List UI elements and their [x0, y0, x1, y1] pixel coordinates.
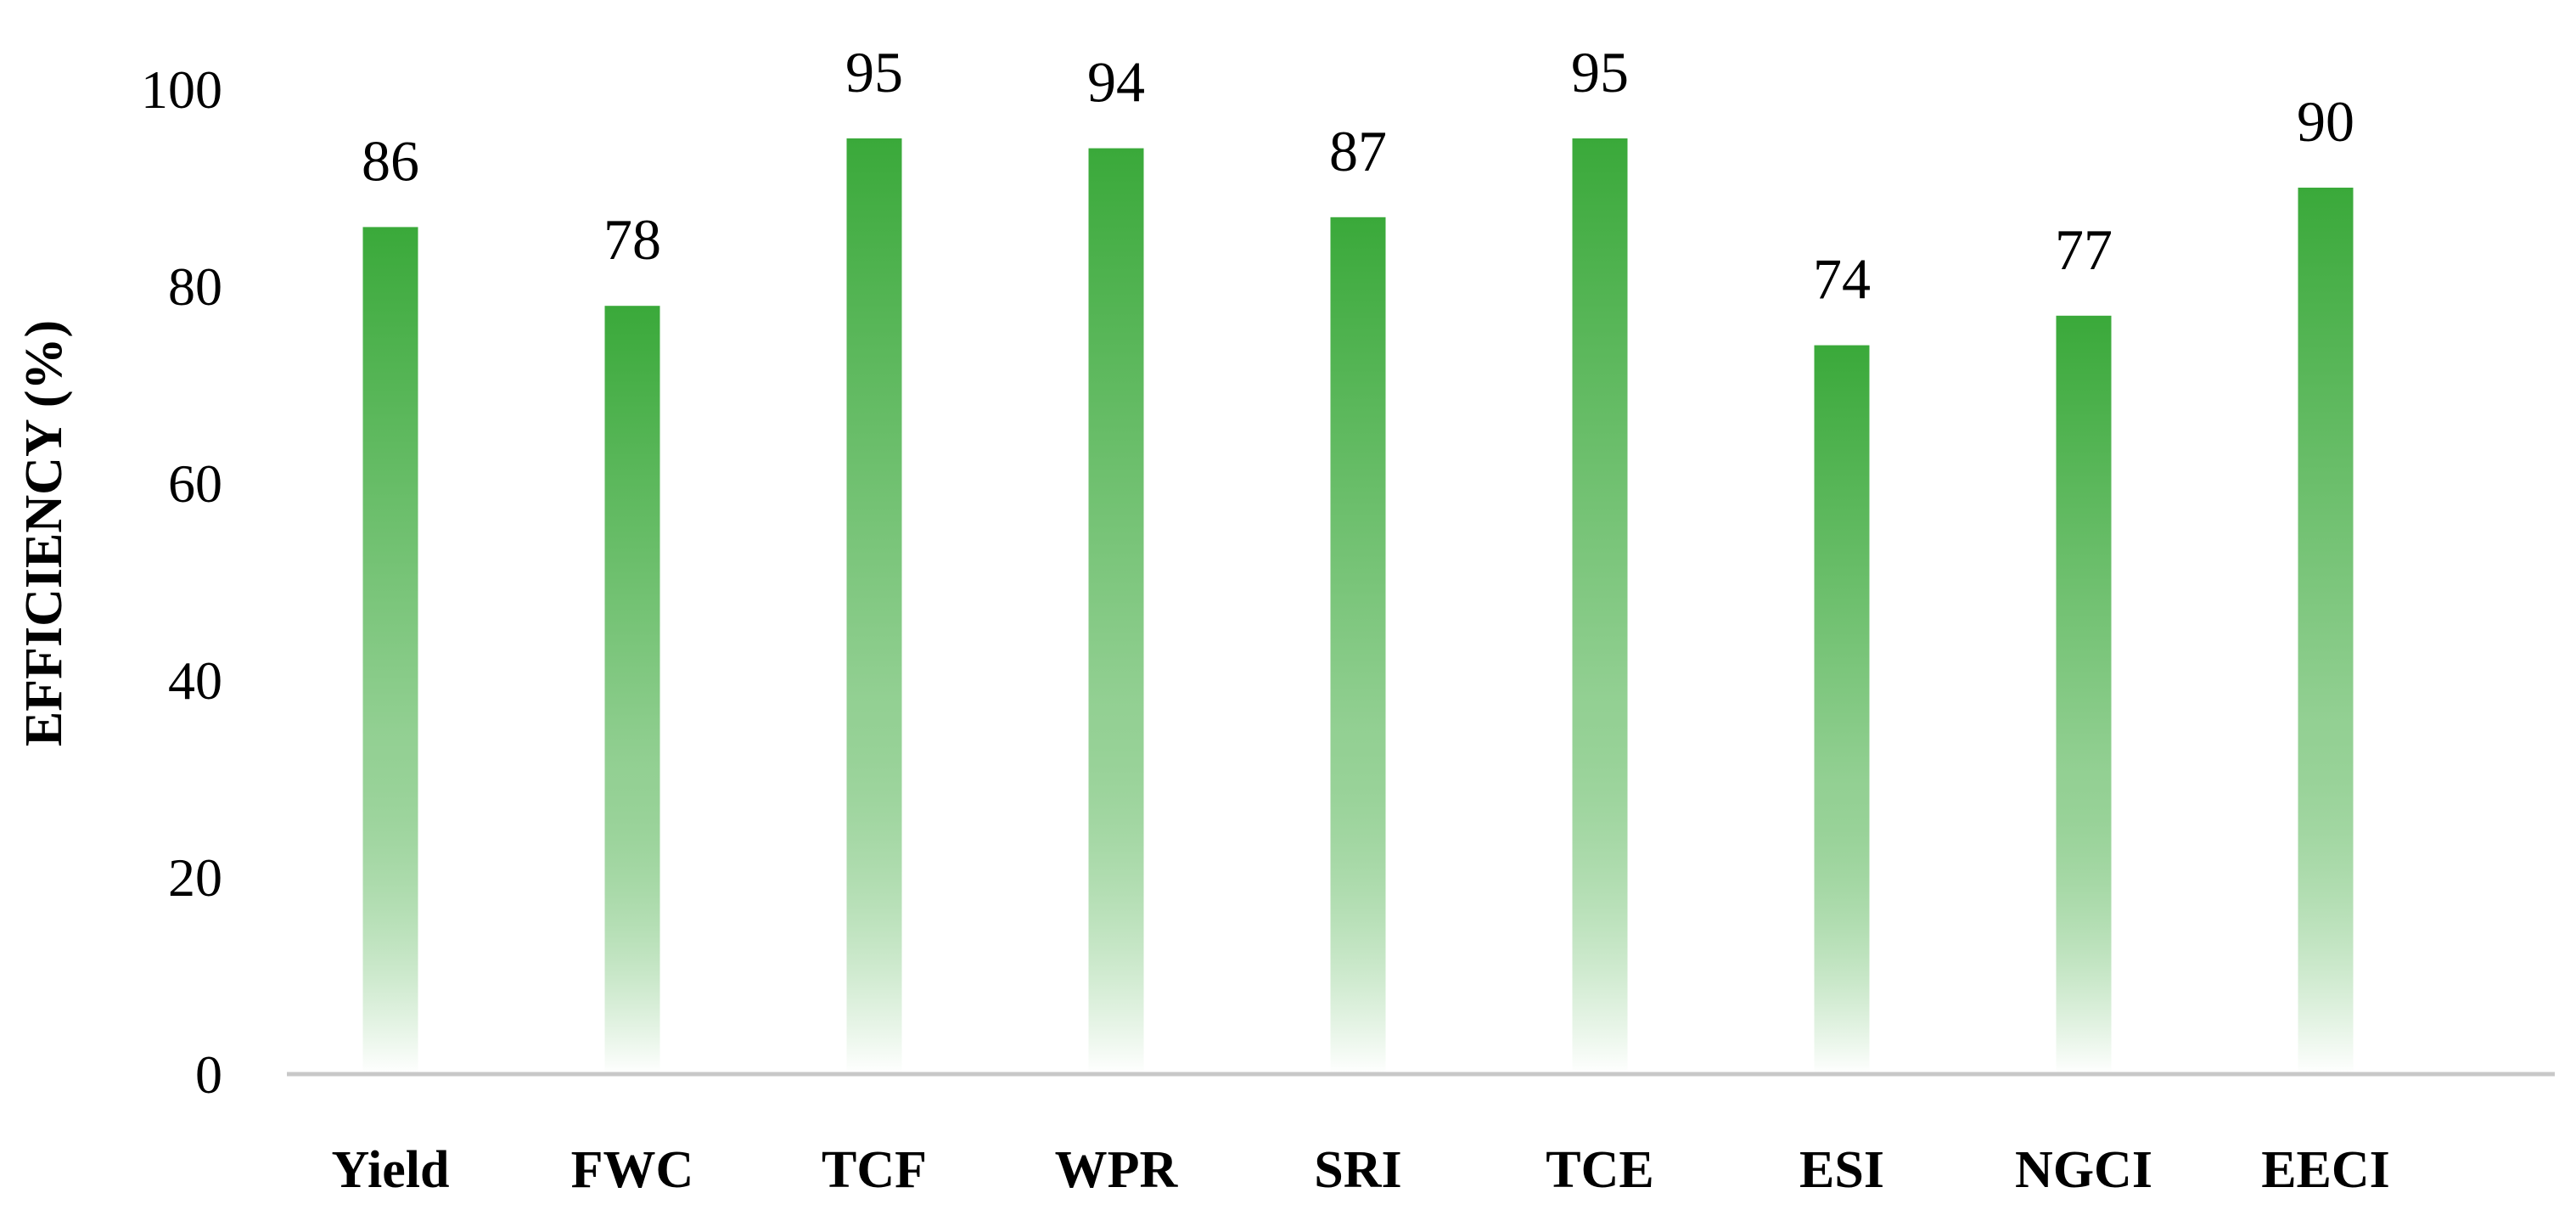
data-label-eeci: 90 [2297, 89, 2354, 154]
bar-eeci [2298, 188, 2354, 1074]
category-labels-group: Yield FWC TCF WPR SRI TCE ESI NGCI EECI [332, 1141, 2390, 1199]
bars-group [362, 138, 2354, 1075]
y-tick-label: 60 [168, 453, 222, 514]
category-label-tce: TCE [1546, 1141, 1653, 1199]
bar-sri [1330, 217, 1386, 1075]
y-axis-title: EFFICIENCY (%) [15, 320, 73, 746]
y-tick-label: 100 [141, 59, 222, 120]
data-label-esi: 74 [1813, 247, 1871, 312]
y-tick-label: 0 [195, 1044, 222, 1105]
data-label-tce: 95 [1571, 40, 1629, 104]
data-labels-group: 86 78 95 94 87 95 74 77 90 [362, 40, 2354, 312]
bar-ngci [2056, 315, 2112, 1074]
bar-esi [1814, 345, 1870, 1075]
data-label-sri: 87 [1329, 119, 1387, 183]
data-label-fwc: 78 [603, 207, 661, 272]
data-label-ngci: 77 [2055, 217, 2113, 282]
data-label-tcf: 95 [845, 40, 903, 104]
category-label-fwc: FWC [571, 1141, 694, 1199]
y-tick-label: 80 [168, 256, 222, 317]
y-tick-label: 40 [168, 650, 222, 711]
category-label-esi: ESI [1799, 1141, 1884, 1199]
y-axis-ticks: 0 20 40 60 80 100 [141, 59, 222, 1105]
category-label-yield: Yield [332, 1141, 450, 1199]
bar-tce [1572, 138, 1628, 1074]
bar-wpr [1088, 148, 1144, 1075]
data-label-wpr: 94 [1087, 50, 1145, 115]
bar-yield [362, 227, 418, 1074]
data-label-yield: 86 [362, 128, 419, 193]
bar-fwc [604, 306, 660, 1074]
category-label-sri: SRI [1314, 1141, 1401, 1199]
category-label-eeci: EECI [2261, 1141, 2390, 1199]
category-label-ngci: NGCI [2015, 1141, 2152, 1199]
category-label-tcf: TCF [822, 1141, 927, 1199]
bar-tcf [846, 138, 902, 1074]
y-tick-label: 20 [168, 847, 222, 908]
category-label-wpr: WPR [1055, 1141, 1179, 1199]
